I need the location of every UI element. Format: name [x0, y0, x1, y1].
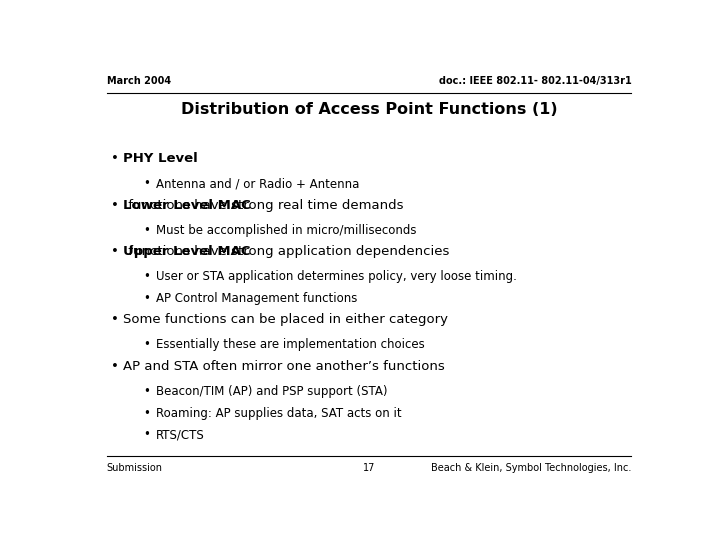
Text: doc.: IEEE 802.11- 802.11-04/313r1: doc.: IEEE 802.11- 802.11-04/313r1 — [438, 76, 631, 85]
Text: Antenna and / or Radio + Antenna: Antenna and / or Radio + Antenna — [156, 177, 359, 190]
Text: •: • — [143, 177, 150, 190]
Text: •: • — [143, 428, 150, 441]
Text: Beacon/TIM (AP) and PSP support (STA): Beacon/TIM (AP) and PSP support (STA) — [156, 385, 387, 398]
Text: Must be accomplished in micro/milliseconds: Must be accomplished in micro/millisecon… — [156, 224, 416, 237]
Text: •: • — [111, 360, 119, 373]
Text: •: • — [111, 199, 119, 212]
Text: •: • — [143, 224, 150, 237]
Text: •: • — [111, 152, 119, 165]
Text: functions have strong application dependencies: functions have strong application depend… — [125, 245, 450, 258]
Text: Some functions can be placed in either category: Some functions can be placed in either c… — [124, 313, 449, 327]
Text: Submission: Submission — [107, 463, 163, 472]
Text: functions have strong real time demands: functions have strong real time demands — [125, 199, 404, 212]
Text: PHY Level: PHY Level — [124, 152, 198, 165]
Text: User or STA application determines policy, very loose timing.: User or STA application determines polic… — [156, 270, 517, 283]
Text: •: • — [143, 270, 150, 283]
Text: Essentially these are implementation choices: Essentially these are implementation cho… — [156, 339, 425, 352]
Text: March 2004: March 2004 — [107, 76, 171, 85]
Text: Roaming: AP supplies data, SAT acts on it: Roaming: AP supplies data, SAT acts on i… — [156, 407, 402, 420]
Text: AP Control Management functions: AP Control Management functions — [156, 292, 357, 305]
Text: •: • — [143, 292, 150, 305]
Text: Beach & Klein, Symbol Technologies, Inc.: Beach & Klein, Symbol Technologies, Inc. — [431, 463, 631, 472]
Text: •: • — [143, 339, 150, 352]
Text: Lower Level MAC: Lower Level MAC — [124, 199, 251, 212]
Text: 17: 17 — [363, 463, 375, 472]
Text: •: • — [143, 385, 150, 398]
Text: AP and STA often mirror one another’s functions: AP and STA often mirror one another’s fu… — [124, 360, 445, 373]
Text: •: • — [111, 245, 119, 258]
Text: RTS/CTS: RTS/CTS — [156, 428, 204, 441]
Text: Upper Level MAC: Upper Level MAC — [124, 245, 251, 258]
Text: •: • — [143, 407, 150, 420]
Text: Distribution of Access Point Functions (1): Distribution of Access Point Functions (… — [181, 102, 557, 117]
Text: •: • — [111, 313, 119, 327]
